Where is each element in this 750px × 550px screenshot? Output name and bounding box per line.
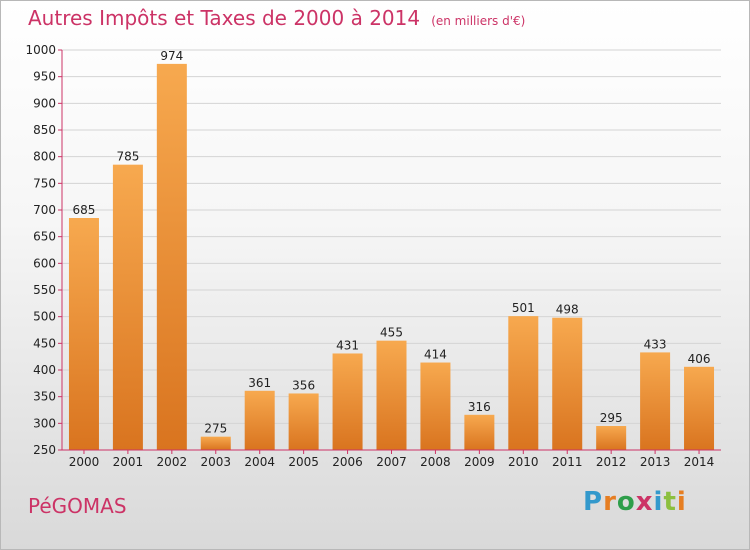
logo-letter: o [616,487,636,517]
data-label: 275 [204,422,227,436]
data-label: 356 [292,378,315,392]
x-tick-label: 2010 [508,455,539,469]
y-tick-label: 950 [33,70,56,84]
logo-letter: x [635,487,654,517]
y-tick-label: 600 [33,256,56,270]
bar [596,426,627,450]
x-tick-label: 2001 [113,455,144,469]
x-tick-label: 2008 [420,455,451,469]
proxiti-logo: Proxiti [583,487,687,517]
y-tick-label: 850 [33,123,56,137]
y-tick-label: 550 [33,283,56,297]
y-tick-label: 1000 [25,43,56,57]
y-tick-label: 650 [33,230,56,244]
bar [376,340,407,450]
bar [332,353,363,450]
y-tick-label: 450 [33,336,56,350]
bar [420,362,451,450]
bar [112,164,143,450]
y-tick-label: 700 [33,203,56,217]
bar [508,316,539,450]
bar [244,390,275,450]
place-name: PéGOMAS [28,494,127,518]
x-tick-label: 2002 [157,455,188,469]
x-tick-label: 2004 [244,455,275,469]
data-label: 406 [688,352,711,366]
data-label: 498 [556,303,579,317]
x-tick-label: 2013 [640,455,671,469]
y-tick-label: 250 [33,443,56,457]
chart-title-unit: (en milliers d'€) [431,14,526,28]
x-tick-label: 2012 [596,455,627,469]
data-label: 455 [380,326,403,340]
data-label: 785 [116,150,139,164]
y-tick-label: 350 [33,390,56,404]
bar [640,352,671,450]
data-label: 361 [248,376,271,390]
x-tick-label: 2014 [684,455,715,469]
x-tick-label: 2003 [200,455,231,469]
logo-letter: P [583,487,604,517]
data-label: 685 [73,203,96,217]
bar [464,414,495,450]
y-tick-label: 400 [33,363,56,377]
logo-letter: t [663,487,677,517]
logo-letter: r [603,487,617,517]
logo-letter: i [653,487,664,517]
y-tick-label: 300 [33,416,56,430]
y-tick-label: 800 [33,150,56,164]
data-label: 501 [512,301,535,315]
x-tick-label: 2006 [332,455,363,469]
bar [684,366,715,450]
bar [552,317,583,450]
x-tick-label: 2011 [552,455,583,469]
bar [200,436,231,450]
bar [288,393,319,450]
x-tick-label: 2009 [464,455,495,469]
y-tick-label: 900 [33,96,56,110]
logo-letter: i [676,487,687,517]
x-tick-label: 2005 [288,455,319,469]
x-tick-label: 2000 [69,455,100,469]
bar [156,63,187,450]
chart-title: Autres Impôts et Taxes de 2000 à 2014 (e… [28,6,525,30]
y-tick-label: 500 [33,310,56,324]
x-tick-label: 2007 [376,455,407,469]
data-label: 433 [644,337,667,351]
chart-title-main: Autres Impôts et Taxes de 2000 à 2014 [28,6,421,30]
bar [68,218,99,450]
data-label: 316 [468,400,491,414]
data-label: 431 [336,338,359,352]
data-label: 974 [160,49,183,63]
data-label: 295 [600,411,623,425]
data-label: 414 [424,348,447,362]
y-tick-label: 750 [33,176,56,190]
